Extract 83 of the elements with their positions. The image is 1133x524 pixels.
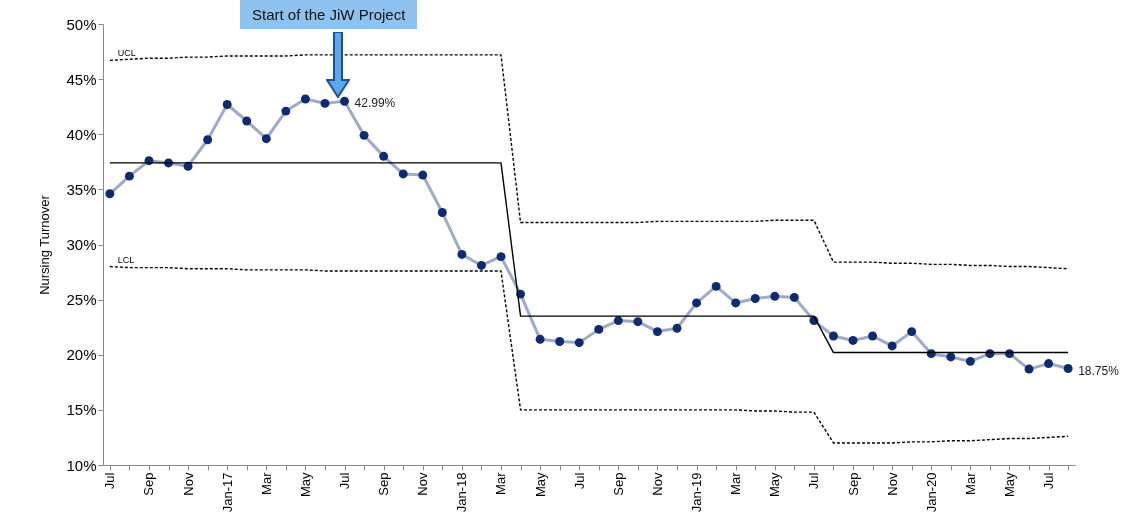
y-tick-label: 10%: [66, 456, 97, 474]
x-tick-label: Sep: [376, 472, 392, 496]
series-label: UCL: [117, 48, 136, 59]
point: [535, 334, 545, 344]
point: [946, 352, 956, 362]
point: [692, 298, 702, 308]
x-tick-label: Mar: [728, 471, 744, 495]
y-tick-label: 15%: [66, 401, 97, 419]
point: [281, 106, 291, 116]
point: [868, 331, 878, 341]
point: [789, 292, 799, 302]
point: [965, 356, 975, 366]
x-tick-label: May: [532, 472, 548, 498]
y-tick-label: 20%: [66, 346, 97, 364]
x-tick-label: Nov: [649, 472, 665, 496]
point: [731, 298, 741, 308]
series-label: LCL: [117, 254, 135, 265]
point: [457, 249, 467, 259]
point: [633, 317, 643, 327]
point: [652, 327, 662, 337]
point: [242, 116, 252, 126]
data-label: 42.99%: [354, 96, 396, 111]
x-tick-label: Sep: [610, 472, 626, 496]
y-axis-title: Nursing Turnover: [37, 194, 53, 295]
point: [1044, 359, 1054, 369]
x-tick-label: Nov: [884, 472, 900, 496]
point: [340, 96, 350, 106]
point: [437, 208, 447, 217]
x-tick-label: Jul: [571, 472, 587, 490]
point: [711, 281, 721, 291]
point: [496, 252, 506, 262]
point: [379, 151, 389, 161]
point: [887, 341, 897, 351]
x-tick-label: Mar: [493, 471, 509, 495]
point: [770, 291, 780, 301]
x-tick-label: Jan-19: [689, 472, 705, 513]
x-tick-label: Jul: [337, 472, 353, 490]
point: [907, 327, 917, 337]
x-tick-label: May: [767, 472, 783, 498]
point: [222, 100, 232, 109]
x-tick-label: Jan-17: [219, 472, 235, 513]
point: [359, 130, 369, 140]
text: Start of the JiW Project: [240, 0, 418, 29]
x-tick-label: Jul: [102, 472, 118, 490]
y-tick-label: 45%: [66, 70, 97, 88]
point: [203, 135, 213, 145]
x-tick-label: Mar: [962, 471, 978, 495]
point: [828, 331, 838, 341]
y-tick-label: 50%: [66, 15, 97, 33]
point: [594, 324, 604, 334]
point: [300, 94, 310, 104]
point: [1024, 364, 1034, 374]
y-tick-label: 35%: [66, 180, 97, 198]
point: [848, 335, 858, 345]
point: [476, 260, 486, 270]
x-tick-label: Sep: [845, 472, 861, 496]
x-tick-label: Nov: [415, 472, 431, 496]
point: [105, 189, 115, 199]
line-series: [109, 54, 1069, 270]
x-tick-label: Jul: [806, 472, 822, 490]
point: [555, 337, 565, 346]
point: [574, 338, 584, 348]
point: [261, 134, 271, 144]
x-tick-label: Mar: [258, 471, 274, 495]
point: [418, 170, 428, 180]
x-tick-label: May: [297, 472, 313, 498]
x-tick-label: Jul: [1041, 472, 1057, 490]
point: [672, 323, 682, 333]
data-label: 18.75%: [1078, 363, 1120, 378]
point: [320, 98, 330, 108]
y-tick-label: 25%: [66, 291, 97, 309]
y-tick-label: 30%: [66, 236, 97, 253]
y-tick-label: 40%: [66, 125, 97, 143]
x-tick-label: Jan-18: [454, 472, 470, 513]
x-tick-label: May: [1001, 472, 1017, 498]
point: [1063, 364, 1073, 373]
point: [613, 316, 623, 326]
point: [124, 171, 134, 181]
point: [398, 169, 408, 179]
point: [750, 294, 760, 303]
x-tick-label: Nov: [180, 472, 196, 496]
x-tick-label: Sep: [141, 472, 157, 496]
x-tick-label: Jan-20: [923, 472, 939, 513]
